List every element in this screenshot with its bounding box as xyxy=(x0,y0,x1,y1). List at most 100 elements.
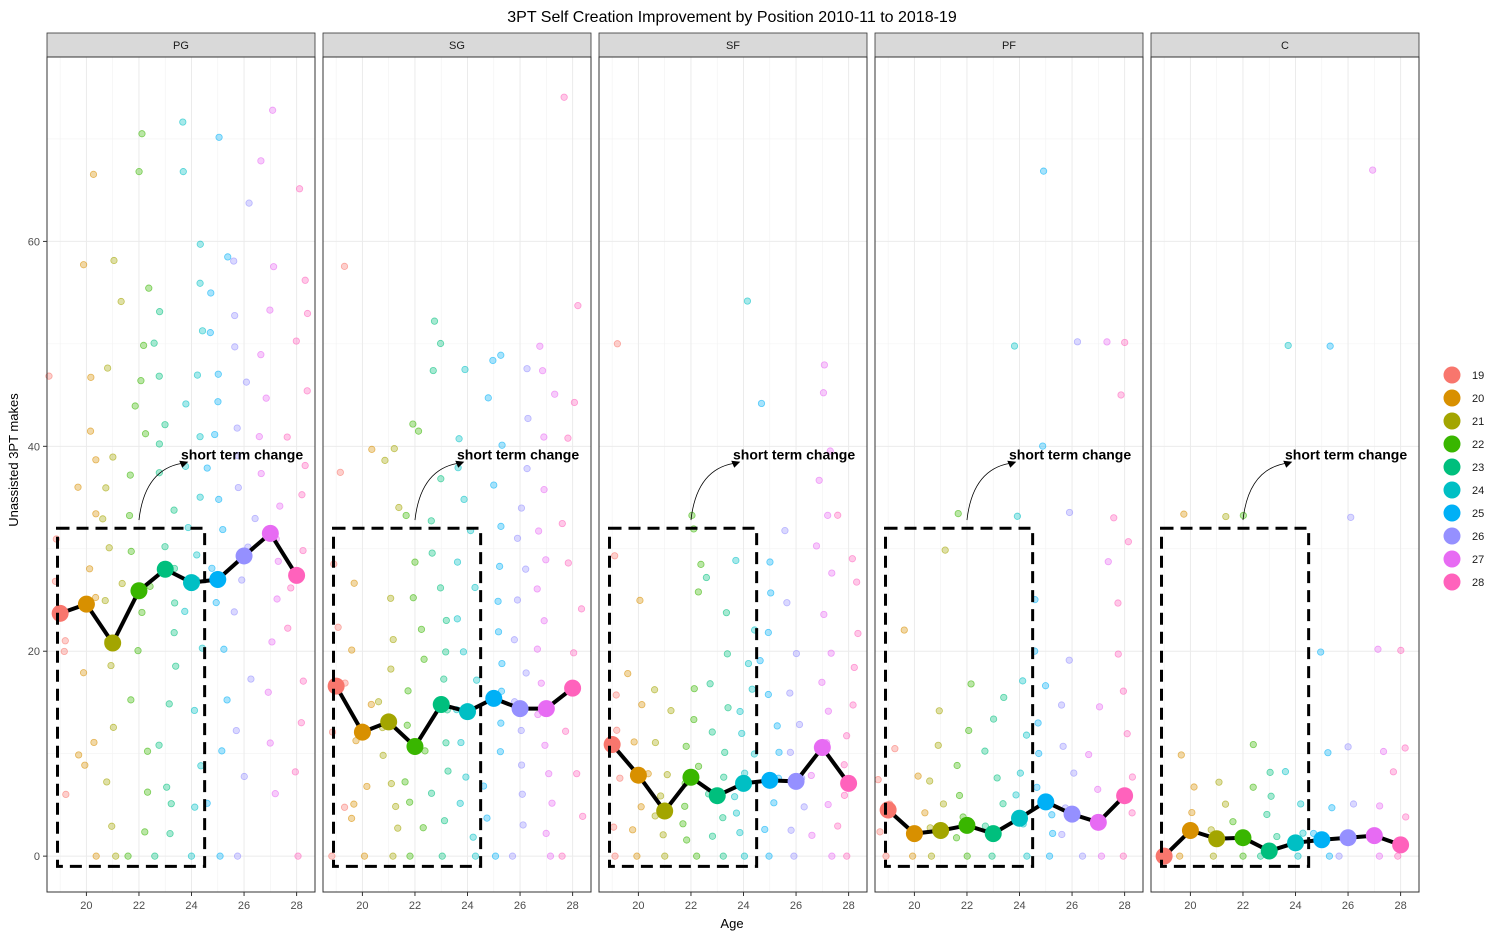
data-point xyxy=(1397,646,1405,654)
data-point xyxy=(191,803,199,811)
data-point xyxy=(87,373,95,381)
data-point xyxy=(706,680,714,688)
data-point xyxy=(748,685,756,693)
data-point xyxy=(117,297,125,306)
data-point xyxy=(1041,682,1050,690)
data-point xyxy=(105,544,113,552)
data-point xyxy=(723,650,731,658)
chart-title: 3PT Self Creation Improvement by Positio… xyxy=(507,9,957,26)
mean-point xyxy=(353,723,371,741)
data-point xyxy=(471,583,479,592)
data-point xyxy=(1281,768,1290,776)
data-point xyxy=(690,685,698,693)
data-point xyxy=(440,675,448,683)
x-tick-label: 26 xyxy=(238,900,250,912)
data-point xyxy=(270,263,278,271)
data-point xyxy=(197,762,205,770)
data-point xyxy=(708,832,717,840)
mean-point xyxy=(1037,793,1055,811)
data-point xyxy=(522,565,530,573)
annotation-arrow xyxy=(966,462,1015,521)
data-point xyxy=(138,130,146,138)
data-point xyxy=(381,456,389,464)
data-point xyxy=(181,607,189,616)
data-point xyxy=(993,774,1001,782)
data-point xyxy=(766,558,774,566)
data-point xyxy=(1335,852,1343,860)
panel-border xyxy=(322,56,592,893)
mean-point xyxy=(735,774,753,792)
data-point xyxy=(694,588,702,596)
annotation-label: short term change xyxy=(457,447,579,463)
legend-label: 27 xyxy=(1472,554,1484,566)
data-point xyxy=(80,261,88,269)
data-point xyxy=(462,773,470,781)
data-point xyxy=(522,669,530,677)
data-point xyxy=(519,821,527,829)
data-point xyxy=(824,511,832,519)
data-point xyxy=(268,638,276,646)
data-point xyxy=(574,302,582,310)
data-point xyxy=(363,782,371,791)
data-point xyxy=(1176,852,1184,860)
data-point xyxy=(262,394,270,402)
data-point xyxy=(736,707,744,716)
x-tick-label: 24 xyxy=(1289,900,1301,912)
legend-key xyxy=(1443,435,1461,453)
data-point xyxy=(350,579,358,587)
data-point xyxy=(392,802,400,811)
data-point xyxy=(853,578,861,586)
data-point xyxy=(182,400,190,408)
data-point xyxy=(150,339,158,347)
annotation-arrow-head xyxy=(1007,460,1017,468)
data-point xyxy=(104,364,112,372)
data-point xyxy=(679,820,687,828)
data-point xyxy=(517,504,526,512)
data-point xyxy=(170,629,178,637)
annotation-arrow xyxy=(138,462,187,521)
legend-label: 23 xyxy=(1472,462,1484,474)
data-point xyxy=(535,527,543,535)
data-point xyxy=(757,399,766,408)
data-point xyxy=(143,788,152,796)
data-point xyxy=(1045,852,1054,860)
data-point xyxy=(360,852,369,860)
data-point xyxy=(167,800,175,808)
data-point xyxy=(230,608,238,616)
data-point xyxy=(650,686,659,694)
data-point xyxy=(1085,750,1093,759)
panel-border xyxy=(598,56,868,893)
data-point xyxy=(409,594,417,602)
data-point xyxy=(999,800,1007,808)
data-point xyxy=(697,560,705,568)
data-point xyxy=(298,491,306,499)
data-point xyxy=(891,745,899,753)
data-point xyxy=(257,157,265,165)
data-point xyxy=(179,168,187,176)
panels: PG 20 22 24 26 28 0 20 40 60 short term change SG 20… xyxy=(28,32,1420,912)
data-point xyxy=(301,461,309,470)
data-point xyxy=(257,351,265,359)
data-point xyxy=(269,106,277,114)
strip-label: PF xyxy=(1002,40,1016,52)
annotation-arrow-head xyxy=(455,460,465,468)
panel-border xyxy=(874,56,1144,893)
data-point xyxy=(1180,510,1188,518)
data-point xyxy=(215,133,223,141)
data-point xyxy=(436,339,445,348)
data-point xyxy=(134,647,142,655)
data-point xyxy=(1263,810,1271,819)
legend-key xyxy=(1443,481,1461,499)
data-point xyxy=(724,704,732,712)
data-point xyxy=(340,803,349,811)
data-point xyxy=(702,573,710,582)
data-point xyxy=(264,688,272,696)
data-point xyxy=(1239,852,1247,860)
mean-point xyxy=(682,768,700,786)
data-point xyxy=(927,852,936,860)
x-tick-label: 22 xyxy=(1237,900,1249,912)
data-point xyxy=(610,823,618,831)
data-point xyxy=(773,722,781,730)
data-point xyxy=(251,514,259,523)
data-point xyxy=(1013,512,1021,520)
